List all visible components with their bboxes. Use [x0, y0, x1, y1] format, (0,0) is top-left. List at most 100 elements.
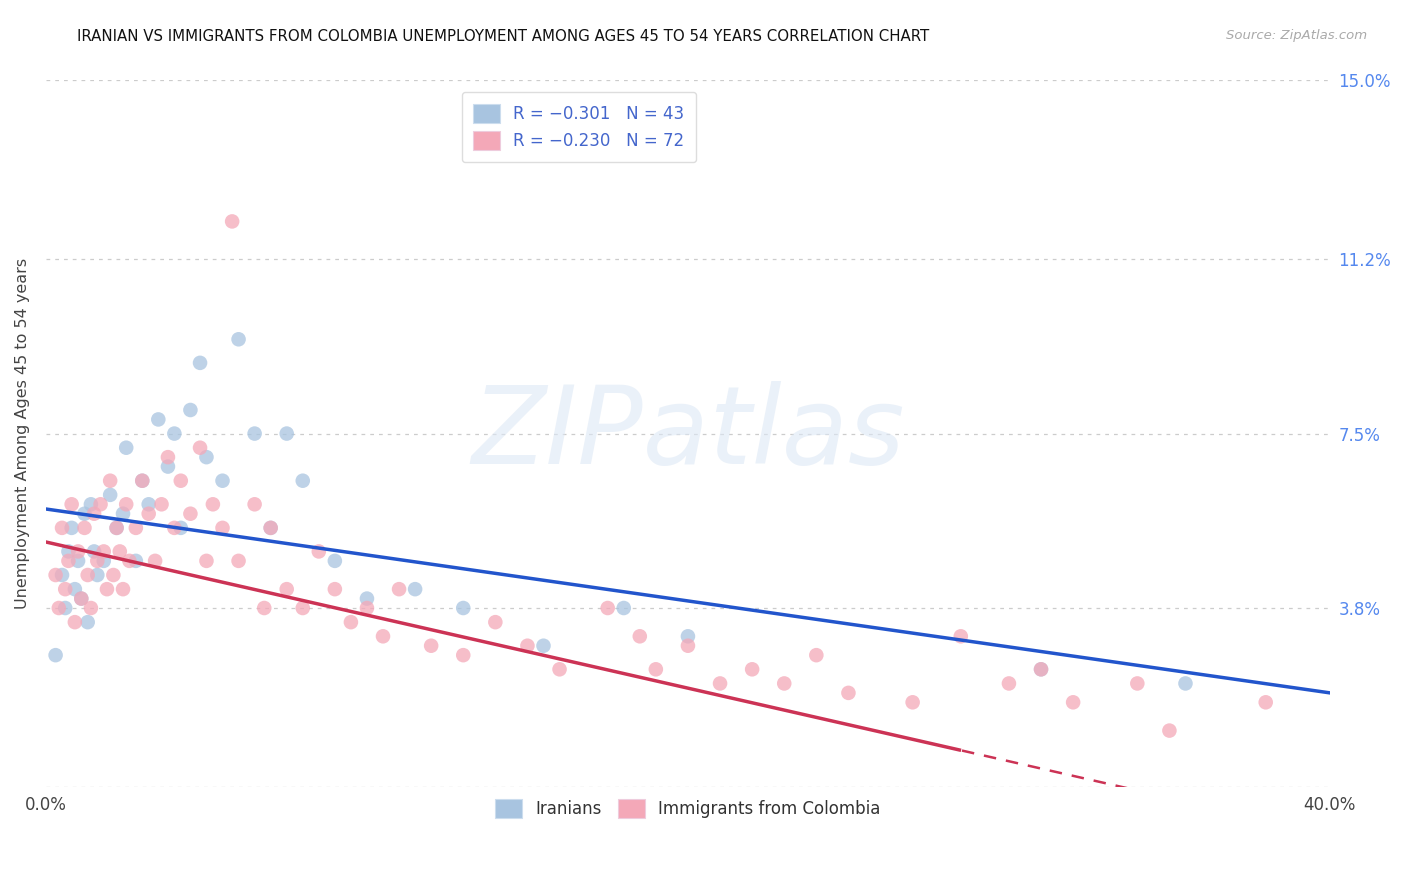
- Point: [188, 356, 211, 370]
- Point: [156, 450, 179, 464]
- Point: [806, 648, 828, 662]
- Point: [308, 544, 330, 558]
- Point: [1159, 723, 1181, 738]
- Point: [67, 554, 90, 568]
- Point: [260, 521, 283, 535]
- Point: [201, 497, 224, 511]
- Point: [138, 507, 160, 521]
- Point: [80, 497, 103, 511]
- Point: [51, 568, 73, 582]
- Point: [195, 554, 218, 568]
- Point: [93, 554, 115, 568]
- Point: [63, 582, 86, 596]
- Point: [179, 403, 201, 417]
- Point: [211, 521, 233, 535]
- Point: [111, 507, 134, 521]
- Point: [51, 521, 73, 535]
- Point: [1126, 676, 1149, 690]
- Point: [105, 521, 128, 535]
- Text: ZIPatlas: ZIPatlas: [471, 381, 904, 486]
- Point: [73, 507, 96, 521]
- Y-axis label: Unemployment Among Ages 45 to 54 years: Unemployment Among Ages 45 to 54 years: [15, 258, 30, 609]
- Point: [170, 474, 193, 488]
- Point: [195, 450, 218, 464]
- Point: [131, 474, 153, 488]
- Point: [628, 629, 651, 643]
- Point: [676, 639, 699, 653]
- Point: [451, 601, 474, 615]
- Point: [83, 544, 105, 558]
- Point: [1029, 662, 1052, 676]
- Point: [516, 639, 538, 653]
- Point: [170, 521, 193, 535]
- Point: [243, 497, 266, 511]
- Point: [98, 474, 121, 488]
- Point: [58, 554, 80, 568]
- Point: [48, 601, 70, 615]
- Point: [1254, 695, 1277, 709]
- Point: [356, 591, 378, 606]
- Point: [1174, 676, 1197, 690]
- Point: [291, 601, 314, 615]
- Point: [356, 601, 378, 615]
- Text: Source: ZipAtlas.com: Source: ZipAtlas.com: [1226, 29, 1367, 42]
- Point: [45, 568, 67, 582]
- Point: [118, 554, 141, 568]
- Point: [115, 497, 138, 511]
- Point: [949, 629, 972, 643]
- Point: [179, 507, 201, 521]
- Point: [138, 497, 160, 511]
- Point: [105, 521, 128, 535]
- Point: [156, 459, 179, 474]
- Point: [86, 554, 108, 568]
- Point: [371, 629, 394, 643]
- Point: [83, 507, 105, 521]
- Point: [60, 497, 83, 511]
- Legend: Iranians, Immigrants from Colombia: Iranians, Immigrants from Colombia: [488, 792, 887, 825]
- Point: [60, 521, 83, 535]
- Point: [221, 214, 243, 228]
- Point: [596, 601, 619, 615]
- Point: [148, 412, 170, 426]
- Point: [613, 601, 636, 615]
- Point: [80, 601, 103, 615]
- Point: [837, 686, 859, 700]
- Point: [125, 521, 148, 535]
- Point: [98, 488, 121, 502]
- Point: [388, 582, 411, 596]
- Point: [340, 615, 363, 629]
- Point: [70, 591, 93, 606]
- Point: [228, 332, 250, 346]
- Point: [323, 582, 346, 596]
- Point: [998, 676, 1021, 690]
- Point: [58, 544, 80, 558]
- Point: [53, 601, 76, 615]
- Point: [451, 648, 474, 662]
- Point: [533, 639, 555, 653]
- Point: [111, 582, 134, 596]
- Point: [76, 568, 98, 582]
- Point: [90, 497, 112, 511]
- Point: [163, 521, 186, 535]
- Point: [276, 582, 298, 596]
- Point: [125, 554, 148, 568]
- Point: [150, 497, 173, 511]
- Point: [188, 441, 211, 455]
- Point: [86, 568, 108, 582]
- Point: [276, 426, 298, 441]
- Point: [67, 544, 90, 558]
- Point: [53, 582, 76, 596]
- Point: [548, 662, 571, 676]
- Point: [96, 582, 118, 596]
- Point: [709, 676, 731, 690]
- Point: [93, 544, 115, 558]
- Point: [420, 639, 443, 653]
- Point: [323, 554, 346, 568]
- Point: [404, 582, 426, 596]
- Point: [45, 648, 67, 662]
- Point: [63, 615, 86, 629]
- Point: [676, 629, 699, 643]
- Point: [76, 615, 98, 629]
- Point: [115, 441, 138, 455]
- Point: [773, 676, 796, 690]
